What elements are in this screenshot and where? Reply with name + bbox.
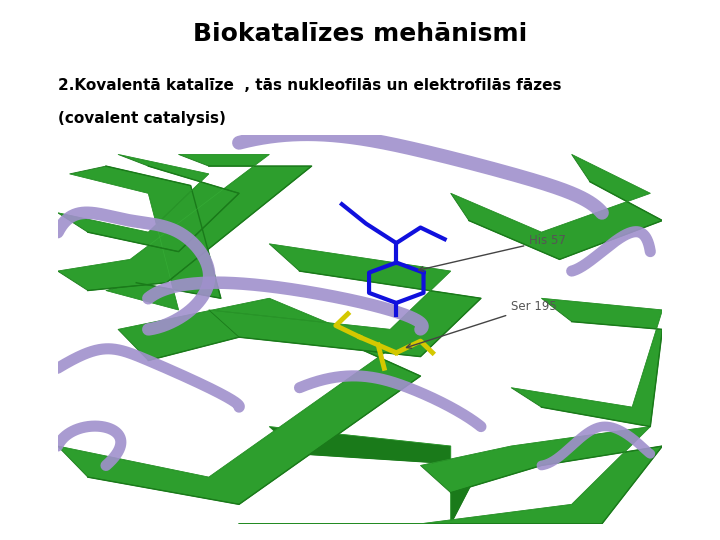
Polygon shape: [451, 154, 662, 259]
Text: His 57: His 57: [418, 234, 566, 271]
Polygon shape: [239, 427, 481, 524]
Text: (covalent catalysis): (covalent catalysis): [58, 111, 225, 126]
Polygon shape: [70, 166, 221, 310]
Text: 2.Kovalentā katalīze  , tās nukleofilās un elektrofilās fāzes: 2.Kovalentā katalīze , tās nukleofilās u…: [58, 78, 561, 93]
Polygon shape: [420, 427, 662, 524]
Polygon shape: [58, 298, 420, 504]
Polygon shape: [209, 244, 481, 356]
Text: Biokatalīzes mehānismi: Biokatalīzes mehānismi: [193, 22, 527, 45]
Text: Ser 195: Ser 195: [407, 300, 557, 348]
Polygon shape: [58, 154, 239, 252]
Polygon shape: [511, 298, 662, 427]
Polygon shape: [58, 154, 312, 291]
